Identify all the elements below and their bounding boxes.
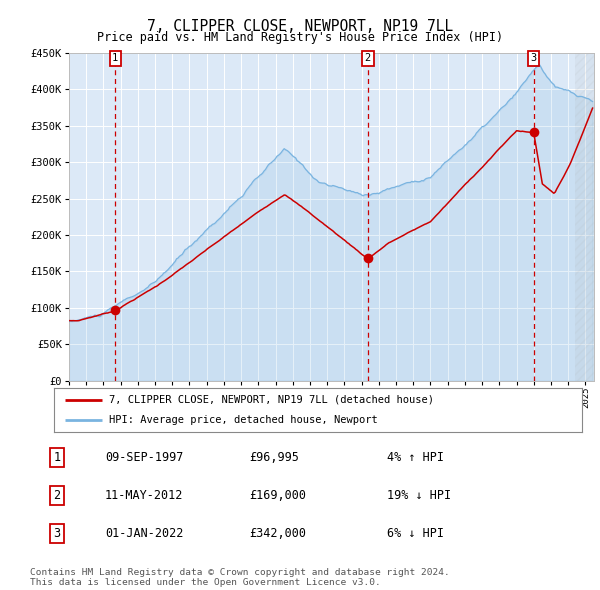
Text: 3: 3 <box>530 53 537 63</box>
Text: Price paid vs. HM Land Registry's House Price Index (HPI): Price paid vs. HM Land Registry's House … <box>97 31 503 44</box>
Text: 1: 1 <box>112 53 118 63</box>
Text: £96,995: £96,995 <box>249 451 299 464</box>
Text: £169,000: £169,000 <box>249 489 306 502</box>
Text: 3: 3 <box>53 527 61 540</box>
Text: 09-SEP-1997: 09-SEP-1997 <box>105 451 184 464</box>
Text: 01-JAN-2022: 01-JAN-2022 <box>105 527 184 540</box>
Text: £342,000: £342,000 <box>249 527 306 540</box>
Text: Contains HM Land Registry data © Crown copyright and database right 2024.
This d: Contains HM Land Registry data © Crown c… <box>30 568 450 587</box>
Text: 7, CLIPPER CLOSE, NEWPORT, NP19 7LL (detached house): 7, CLIPPER CLOSE, NEWPORT, NP19 7LL (det… <box>109 395 434 405</box>
Text: 4% ↑ HPI: 4% ↑ HPI <box>387 451 444 464</box>
Text: HPI: Average price, detached house, Newport: HPI: Average price, detached house, Newp… <box>109 415 378 425</box>
Text: 19% ↓ HPI: 19% ↓ HPI <box>387 489 451 502</box>
Text: 6% ↓ HPI: 6% ↓ HPI <box>387 527 444 540</box>
Bar <box>575 53 594 381</box>
Text: 7, CLIPPER CLOSE, NEWPORT, NP19 7LL: 7, CLIPPER CLOSE, NEWPORT, NP19 7LL <box>147 19 453 34</box>
Text: 1: 1 <box>53 451 61 464</box>
Text: 2: 2 <box>53 489 61 502</box>
Text: 11-MAY-2012: 11-MAY-2012 <box>105 489 184 502</box>
Text: 2: 2 <box>365 53 371 63</box>
